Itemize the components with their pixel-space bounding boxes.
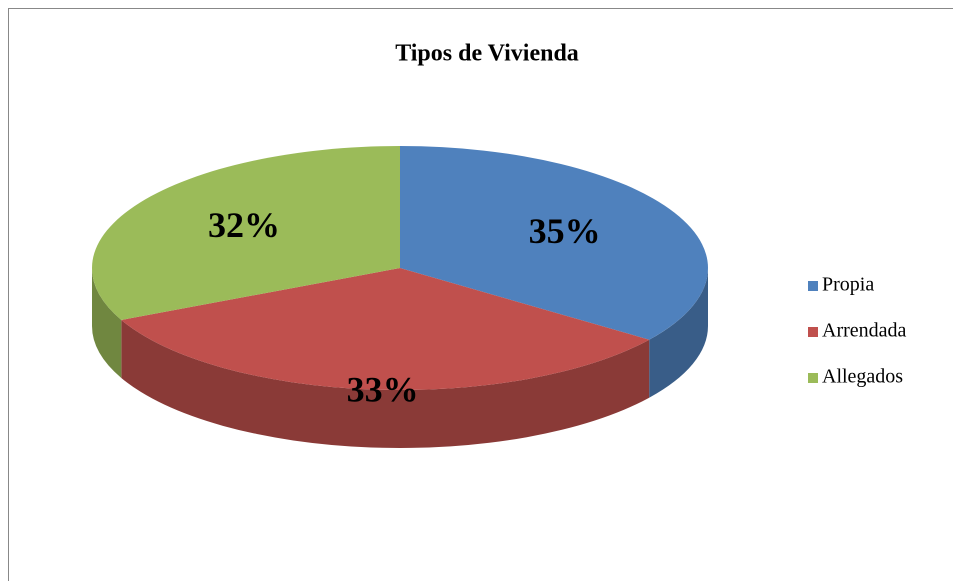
pie-side	[92, 268, 122, 378]
value-label: 32%	[208, 205, 280, 245]
pie-side	[121, 319, 650, 448]
pie-side	[649, 268, 708, 398]
legend-label: Arrendada	[822, 320, 907, 342]
chart-title: Tipos de Vivienda	[395, 41, 579, 67]
legend-swatch	[808, 281, 818, 291]
pie-slice	[121, 268, 650, 390]
legend-label: Allegados	[822, 366, 903, 388]
legend-swatch	[808, 327, 818, 337]
legend-label: Propia	[822, 274, 874, 296]
value-label: 35%	[529, 211, 601, 251]
pie-slice	[91, 146, 401, 320]
pie-slice	[400, 146, 708, 340]
value-label: 33%	[347, 369, 419, 409]
legend-swatch	[808, 373, 818, 383]
